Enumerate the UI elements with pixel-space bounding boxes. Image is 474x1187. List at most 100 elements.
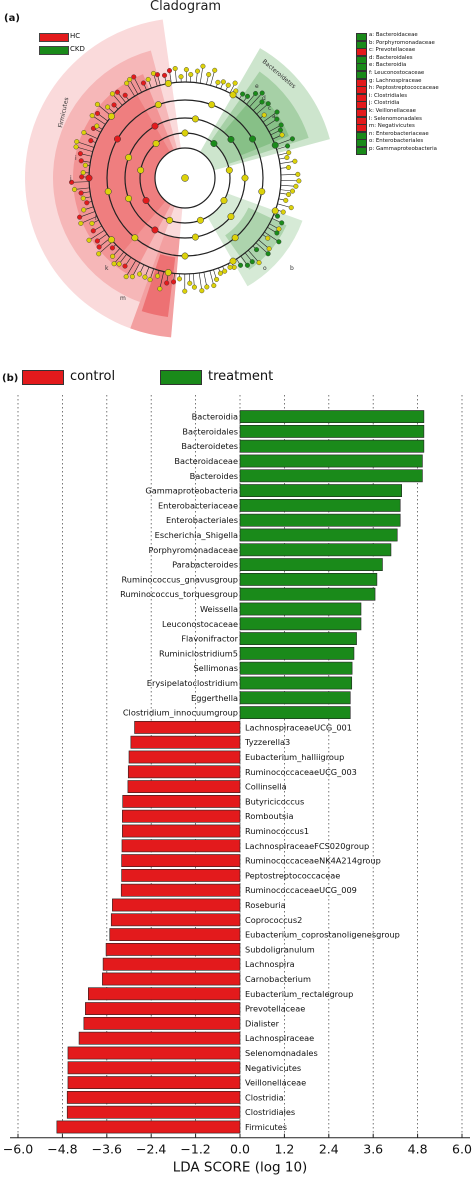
cladogram-internal-node <box>131 234 139 242</box>
lda-bar-label: Prevotellaceae <box>245 1004 305 1014</box>
cladogram-branch <box>92 115 106 125</box>
cladogram-leaf-node <box>279 132 285 138</box>
taxon-legend-swatch <box>356 124 367 133</box>
cladogram-branch <box>113 251 125 264</box>
lda-tick-label: −6.0 <box>3 1142 33 1157</box>
cladogram-leaf-node <box>88 138 94 144</box>
cladogram-leaf-node <box>80 170 86 176</box>
cladogram-branch <box>74 187 90 190</box>
cladogram-leaf-node <box>274 116 280 122</box>
lda-bar <box>128 750 241 764</box>
cladogram-branch <box>209 270 215 286</box>
panel-a-label: (a) <box>4 13 20 24</box>
lda-bar-label: Romboutsia <box>245 811 293 821</box>
legend-label-treatment: treatment <box>208 369 274 384</box>
cladogram-leaf-node <box>142 274 148 280</box>
lda-bar <box>105 942 241 956</box>
taxon-legend-label: p: Gammaproteobacteria <box>369 146 437 152</box>
lda-bar-label: Carnobacterium <box>245 974 311 984</box>
cladogram-internal-node <box>164 269 172 276</box>
cladogram-leaf-node <box>240 91 246 97</box>
cladogram-leaf-node <box>274 109 280 115</box>
cladogram-internal-node <box>181 252 189 260</box>
cladogram-branch <box>249 92 263 108</box>
lda-bar <box>102 972 241 986</box>
lda-bar <box>56 1120 241 1134</box>
taxon-legend-label: n: Enterobacteriaceae <box>369 130 429 137</box>
cladogram-leaf-node <box>96 251 102 257</box>
cladogram-leaf-node <box>111 102 117 108</box>
firmicutes-sector <box>24 19 183 338</box>
legend-swatch-ckd <box>39 46 69 55</box>
lda-bar <box>239 558 383 571</box>
cladogram-leaf-node <box>191 284 197 290</box>
lda-bar <box>110 913 241 927</box>
cladogram-branch <box>88 229 105 241</box>
lda-bar-label: Selenomonadales <box>245 1048 318 1058</box>
cladogram-branch <box>255 242 269 254</box>
lda-bar <box>66 1105 241 1119</box>
cladogram-internal-node <box>181 129 189 137</box>
cladogram-internal-node <box>241 174 249 182</box>
lda-bar-label: Bacteroides <box>190 471 238 481</box>
lda-bar-label: Bacteroidia <box>192 412 238 422</box>
lda-bar-label: RuminococcaceaeNK4A214group <box>245 856 381 866</box>
cladogram-leaf-node <box>222 268 228 274</box>
cladogram-leaf-node <box>162 72 168 78</box>
lda-bar-label: Negativicutes <box>245 1063 301 1073</box>
lda-bar-label: Parabacteroides <box>172 560 238 570</box>
cladogram-leaf-node <box>244 262 250 268</box>
lda-bar-label: Flavonifractor <box>181 634 238 644</box>
cladogram-title: Cladogram <box>150 0 222 14</box>
cladogram-branch <box>279 160 295 164</box>
lda-bar-label: Gammaproteobacteria <box>145 486 238 496</box>
lda-bar <box>239 513 401 527</box>
lda-bar-label: LachnospiraceaeUCG_001 <box>245 722 352 732</box>
taxon-legend-swatch <box>356 55 367 64</box>
lda-bar <box>121 839 241 853</box>
lda-bar-label: Peptostreptococcaceae <box>245 870 340 880</box>
cladogram-nodes <box>69 63 302 294</box>
cladogram-internal-node <box>191 115 199 123</box>
wedge-letter: e <box>255 83 259 90</box>
taxon-legend-swatch <box>356 33 367 41</box>
lachnospiraceae-sector <box>90 95 170 251</box>
lda-x-axis-label: LDA SCORE (log 10) <box>173 1160 308 1176</box>
cladogram-leaf-node <box>86 237 92 243</box>
cladogram-leaf-node <box>127 77 133 83</box>
cladogram-leaf-node <box>225 82 231 88</box>
cladogram-leaf-node <box>157 286 163 292</box>
cladogram-leaf-node <box>295 171 301 177</box>
cladogram-branch <box>126 83 135 97</box>
lda-bar-label: Eubacterium_halliigroup <box>245 752 344 762</box>
taxon-legend-label: j: Clostridia <box>369 100 400 107</box>
wedge-letter: j <box>69 175 72 182</box>
cladogram-leaf-node <box>78 220 84 226</box>
taxon-legend-swatch <box>356 116 367 125</box>
lda-bar-label: Lachnospira <box>245 959 295 969</box>
enterobacteriales-sector <box>225 207 287 270</box>
cladogram-leaf-node <box>188 71 194 77</box>
cladogram-leaf-node <box>81 207 87 213</box>
cladogram-branch <box>203 272 208 287</box>
cladogram-leaf-node <box>80 195 86 201</box>
lda-bar <box>120 883 241 897</box>
lda-bar <box>239 573 378 586</box>
cladogram-leaf-node <box>71 186 77 192</box>
lda-bar-label: Eggerthella <box>191 693 238 703</box>
taxon-legend-swatch <box>356 78 367 87</box>
cladogram-branch <box>256 103 269 115</box>
cladogram-leaf-node <box>265 235 271 241</box>
cladogram-leaf-node <box>109 245 115 251</box>
lda-bar <box>67 1046 241 1060</box>
cladogram-leaf-node <box>286 150 292 156</box>
lda-bar <box>121 854 241 867</box>
cladogram-internal-node <box>271 141 279 149</box>
lda-bar-label: Ruminococcus1 <box>245 826 309 836</box>
lda-bar <box>85 1002 241 1015</box>
cladogram-leaf-node <box>204 284 210 290</box>
wedge-letter: c <box>268 105 271 112</box>
cladogram-leaf-node <box>265 101 271 107</box>
lda-bar-label: Eubacterium_coprostanoligenesgroup <box>245 930 400 940</box>
